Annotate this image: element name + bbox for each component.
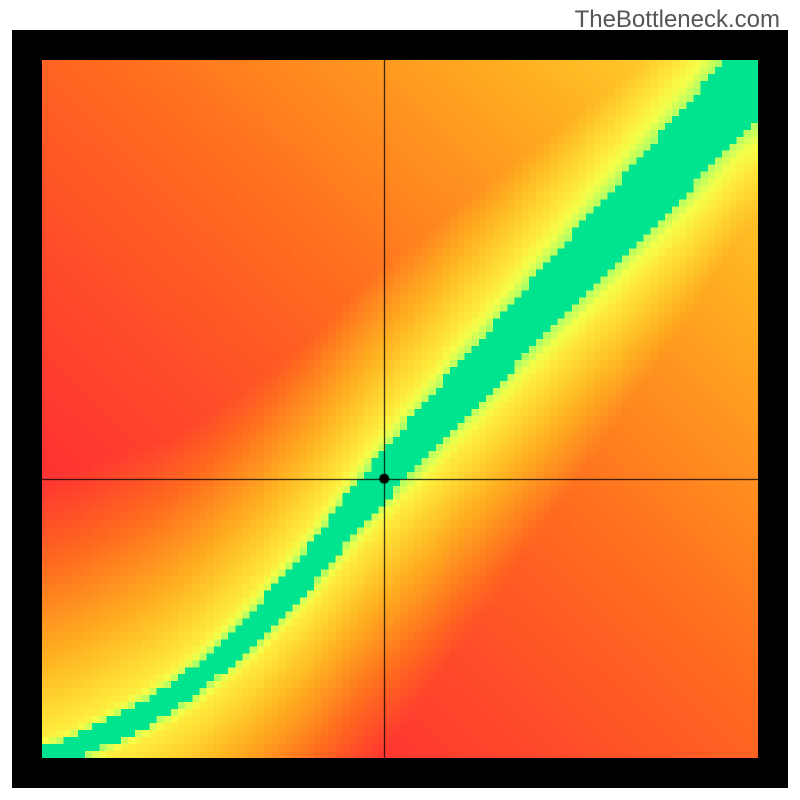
chart-inner (42, 60, 758, 758)
watermark-text: TheBottleneck.com (575, 6, 780, 34)
chart-frame (12, 30, 788, 788)
crosshair-overlay (42, 60, 758, 758)
